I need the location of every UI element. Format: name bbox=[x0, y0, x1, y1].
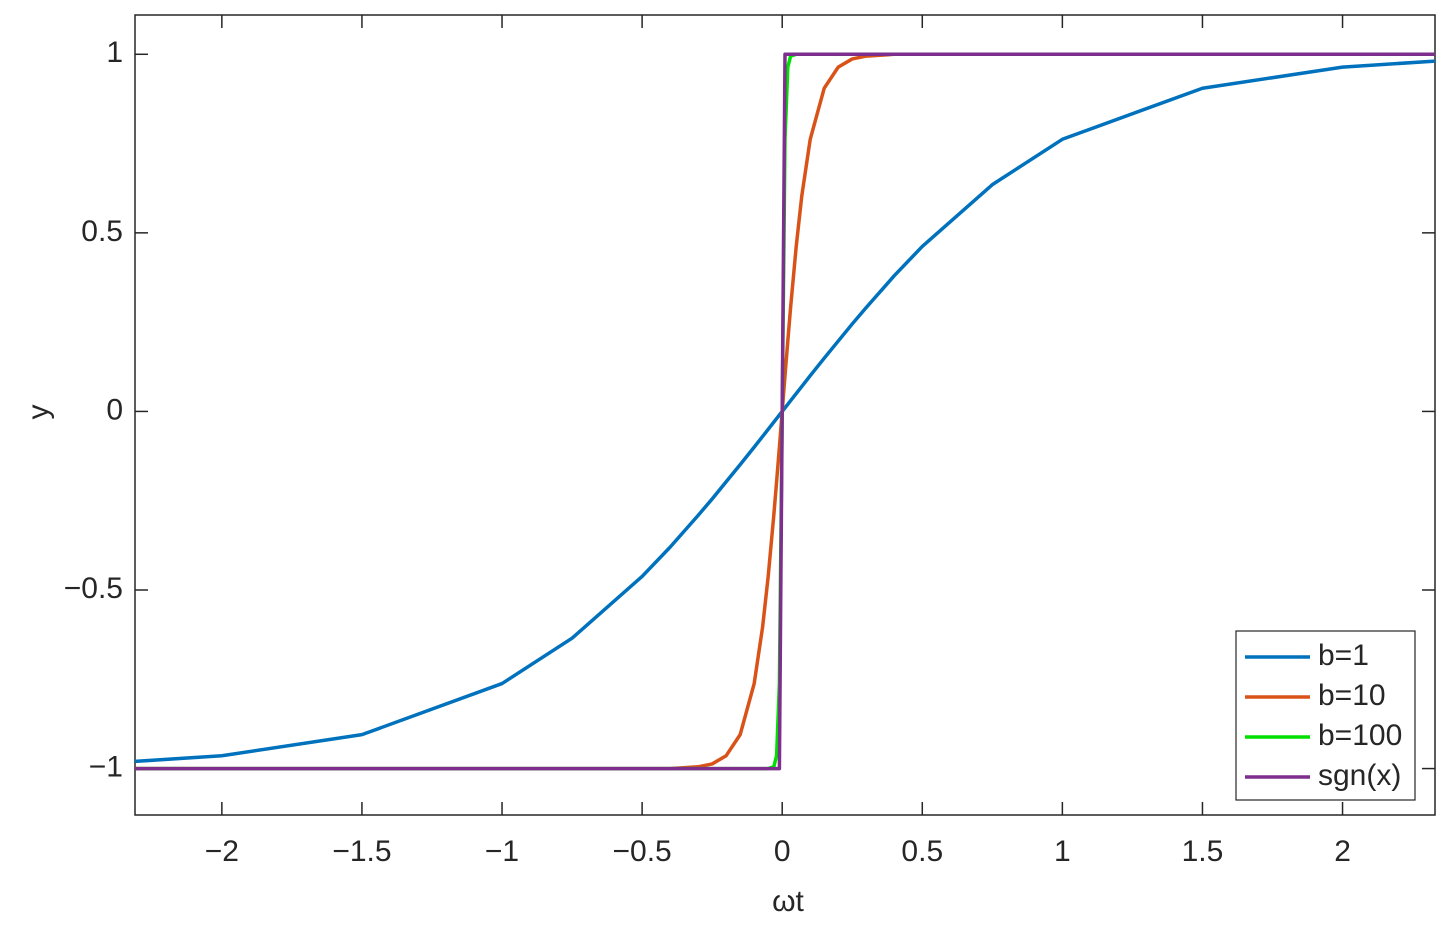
legend-label: sgn(x) bbox=[1318, 759, 1401, 792]
y-tick-label: 0 bbox=[106, 393, 123, 426]
y-tick-label: 1 bbox=[106, 36, 123, 69]
x-tick-label: 1 bbox=[1054, 835, 1071, 868]
x-tick-label: −0.5 bbox=[612, 835, 671, 868]
x-tick-label: −1 bbox=[485, 835, 519, 868]
y-tick-label: 0.5 bbox=[81, 215, 123, 248]
plot-frame bbox=[134, 14, 1436, 816]
x-tick-label: 2 bbox=[1334, 835, 1351, 868]
y-tick-label: −1 bbox=[89, 750, 123, 783]
x-axis-label: ωt bbox=[772, 885, 804, 918]
data-line bbox=[135, 52, 1435, 771]
x-tick-label: −2 bbox=[205, 835, 239, 868]
x-tick-label: 0 bbox=[774, 835, 791, 868]
x-tick-label: −1.5 bbox=[332, 835, 391, 868]
y-tick-label: −0.5 bbox=[64, 572, 123, 605]
legend-label: b=100 bbox=[1318, 719, 1402, 752]
y-axis-label: y bbox=[22, 405, 55, 420]
legend-box bbox=[1235, 630, 1416, 801]
legend-label: b=10 bbox=[1318, 679, 1386, 712]
x-tick-label: 0.5 bbox=[901, 835, 943, 868]
legend-label: b=1 bbox=[1318, 639, 1369, 672]
x-tick-label: 1.5 bbox=[1182, 835, 1224, 868]
